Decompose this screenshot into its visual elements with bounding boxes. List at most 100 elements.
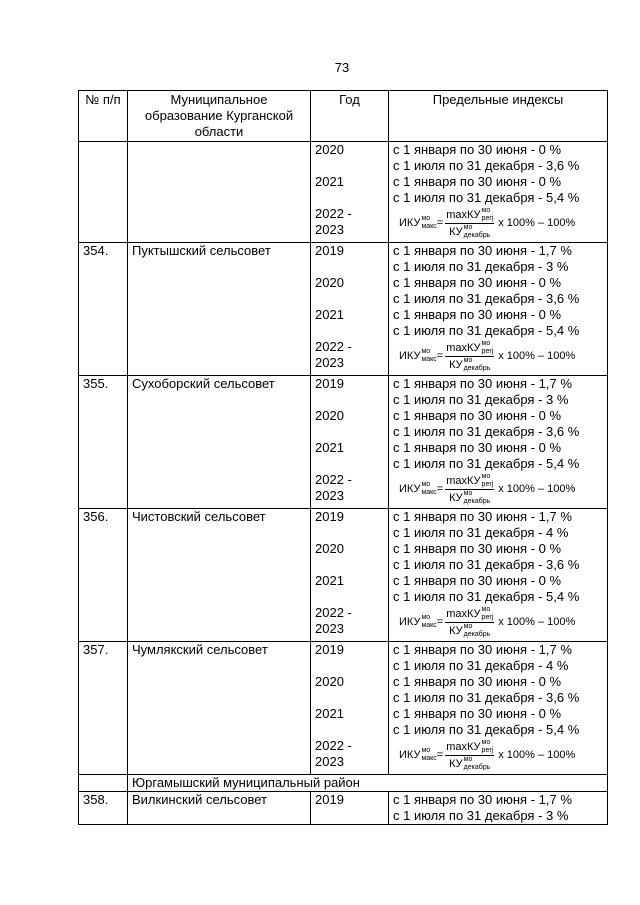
entry-row: 2020 с 1 января по 30 июня - 0 % с 1 июля … bbox=[79, 275, 608, 307]
limits: с 1 января по 30 июня - 0 % с 1 июля по 3… bbox=[388, 573, 608, 605]
limits: с 1 января по 30 июня - 0 % с 1 июля по 3… bbox=[388, 674, 608, 706]
municipality-name: Чумлякский сельсовет bbox=[127, 641, 311, 775]
formula-tail: x 100% – 100% bbox=[498, 483, 576, 495]
scripts: мо perj bbox=[482, 340, 494, 356]
header-cell: Предельные индексы bbox=[388, 90, 608, 142]
formula: ИКУ мо макс = maxКУ мо perj КУ мо декабрь x 100% –… bbox=[399, 605, 603, 639]
limits: с 1 января по 30 июня - 1,7 % с 1 июля по… bbox=[388, 375, 608, 408]
superscript: мо bbox=[481, 472, 491, 480]
denominator: КУ мо декабрь bbox=[449, 756, 490, 772]
superscript: мо bbox=[481, 206, 491, 214]
year: 2020 bbox=[310, 408, 389, 440]
entry-row: 2021 с 1 января по 30 июня - 0 % с 1 июля … bbox=[79, 573, 608, 605]
formula-lhs: ИКУ bbox=[399, 616, 421, 628]
limit-line: с 1 января по 30 июня - 1,7 % bbox=[393, 642, 572, 657]
numerator: maxКУ мо perj bbox=[445, 340, 495, 357]
limit-line: с 1 января по 30 июня - 0 % bbox=[393, 174, 562, 189]
numerator: maxКУ мо perj bbox=[445, 605, 495, 623]
entry-row: 2022 - 2023 ИКУ мо макс = maxКУ мо perj КУ мо дека… bbox=[79, 339, 608, 376]
limits: с 1 января по 30 июня - 0 % с 1 июля по 3… bbox=[388, 408, 608, 440]
fraction: maxКУ мо perj КУ мо декабрь bbox=[445, 206, 495, 240]
limits: ИКУ мо макс = maxКУ мо perj КУ мо декабрь x 100% –… bbox=[388, 605, 608, 642]
limit-line: с 1 января по 30 июня - 1,7 % bbox=[393, 243, 572, 258]
limit-line: с 1 января по 30 июня - 0 % bbox=[393, 706, 562, 721]
subscript: макс bbox=[421, 622, 437, 629]
entry-row: 2021 с 1 января по 30 июня - 0 % с 1 июля … bbox=[79, 440, 608, 472]
limit-line: с 1 июля по 31 декабря - 3 % bbox=[393, 392, 569, 407]
fraction: maxКУ мо perj КУ мо декабрь bbox=[445, 605, 495, 639]
year: 2022 - 2023 bbox=[310, 472, 389, 509]
entry-row: 2020 с 1 января по 30 июня - 0 % с 1 июля … bbox=[79, 408, 608, 440]
limits: с 1 января по 30 июня - 0 % с 1 июля по 3… bbox=[388, 174, 608, 206]
limits: ИКУ мо макс = maxКУ мо perj КУ мо декабрь x 100% –… bbox=[388, 339, 608, 376]
entry-row: 358. Вилкинский сельсовет 2019 с 1 января п… bbox=[78, 791, 608, 825]
limits: с 1 января по 30 июня - 1,7 % с 1 июля по… bbox=[388, 641, 608, 674]
fraction: maxКУ мо perj КУ мо декабрь bbox=[445, 340, 495, 373]
limit-line: с 1 июля по 31 декабря - 3 % bbox=[393, 808, 569, 823]
formula-tail: x 100% – 100% bbox=[498, 217, 576, 229]
fraction: maxКУ мо perj КУ мо декабрь bbox=[445, 472, 495, 506]
denominator: КУ мо декабрь bbox=[449, 490, 490, 506]
formula-lhs: ИКУ bbox=[399, 749, 421, 761]
superscript: мо bbox=[421, 481, 431, 488]
formula-text: maxКУ bbox=[446, 208, 481, 221]
row-number: 356. bbox=[78, 508, 128, 642]
scripts: мо макс bbox=[421, 614, 436, 630]
header-cell: № п/п bbox=[78, 90, 128, 142]
entry-row: 357. Чумлякский сельсовет 2019 с 1 января п… bbox=[78, 641, 608, 775]
formula-text: maxКУ bbox=[446, 474, 481, 487]
superscript: мо bbox=[421, 348, 431, 355]
subscript: декабрь bbox=[463, 497, 491, 505]
limit-line: с 1 января по 30 июня - 0 % bbox=[393, 307, 562, 322]
year: 2021 bbox=[310, 174, 389, 206]
formula-text: maxКУ bbox=[446, 740, 481, 753]
subscript: декабрь bbox=[463, 763, 491, 771]
entry-row: 2020 с 1 января по 30 июня - 0 % с 1 июля … bbox=[79, 541, 608, 573]
superscript: мо bbox=[481, 605, 491, 613]
formula-tail: x 100% – 100% bbox=[498, 350, 576, 362]
subscript: макс bbox=[421, 489, 437, 496]
limits: с 1 января по 30 июня - 1,7 % с 1 июля по… bbox=[388, 508, 608, 541]
limits: с 1 января по 30 июня - 0 % с 1 июля по 3… bbox=[388, 440, 608, 472]
limit-line: с 1 января по 30 июня - 0 % bbox=[393, 440, 562, 455]
entry-row: 354. Пуктышский сельсовет 2019 с 1 января п… bbox=[78, 242, 608, 376]
table-header: № п/п Муниципальное образование Курганск… bbox=[78, 90, 608, 142]
denominator: КУ мо декабрь bbox=[449, 623, 490, 639]
limit-line: с 1 июля по 31 декабря - 3,6 % bbox=[393, 158, 580, 173]
year: 2021 bbox=[310, 573, 389, 605]
formula-text: maxКУ bbox=[446, 607, 481, 620]
year: 2020 bbox=[310, 541, 389, 573]
subscript: декабрь bbox=[463, 231, 491, 239]
limits: с 1 января по 30 июня - 1,7 % с 1 июля по… bbox=[388, 791, 608, 825]
entry-row: 355. Сухоборский сельсовет 2019 с 1 января … bbox=[78, 375, 608, 509]
limit-line: с 1 июля по 31 декабря - 5,4 % bbox=[393, 323, 580, 338]
superscript: мо bbox=[481, 339, 491, 347]
formula-tail: x 100% – 100% bbox=[498, 616, 576, 628]
formula-eq: = bbox=[436, 749, 444, 761]
subscript: макс bbox=[421, 755, 437, 762]
entry-row: 2021 с 1 января по 30 июня - 0 % с 1 июля … bbox=[79, 706, 608, 738]
formula-text: КУ bbox=[449, 624, 463, 637]
entry-row: 2022 - 2023 ИКУ мо макс = maxКУ мо perj КУ мо дека… bbox=[79, 206, 608, 243]
cell bbox=[78, 774, 128, 792]
limit-line: с 1 января по 30 июня - 0 % bbox=[393, 408, 562, 423]
subscript: макс bbox=[421, 356, 437, 363]
limits: ИКУ мо макс = maxКУ мо perj КУ мо декабрь x 100% –… bbox=[388, 738, 608, 775]
superscript: мо bbox=[463, 755, 473, 763]
municipality-name: Чистовский сельсовет bbox=[127, 508, 311, 642]
limit-line: с 1 января по 30 июня - 1,7 % bbox=[393, 792, 572, 807]
entry-row: 356. Чистовский сельсовет 2019 с 1 января п… bbox=[78, 508, 608, 642]
subscript: декабрь bbox=[463, 630, 491, 638]
table-body: 2020 с 1 января по 30 июня - 0 % с 1 июля … bbox=[78, 141, 608, 825]
limit-line: с 1 июля по 31 декабря - 4 % bbox=[393, 658, 569, 673]
limit-line: с 1 июля по 31 декабря - 5,4 % bbox=[393, 589, 580, 604]
subscript: perj bbox=[481, 214, 494, 222]
limit-line: с 1 января по 30 июня - 1,7 % bbox=[393, 509, 572, 524]
table: № п/п Муниципальное образование Курганск… bbox=[78, 90, 608, 825]
year: 2022 - 2023 bbox=[310, 206, 389, 243]
limit-line: с 1 июля по 31 декабря - 3,6 % bbox=[393, 424, 580, 439]
limit-line: с 1 июля по 31 декабря - 5,4 % bbox=[393, 456, 580, 471]
year: 2021 bbox=[310, 706, 389, 738]
municipality-name: Сухоборский сельсовет bbox=[127, 375, 311, 509]
